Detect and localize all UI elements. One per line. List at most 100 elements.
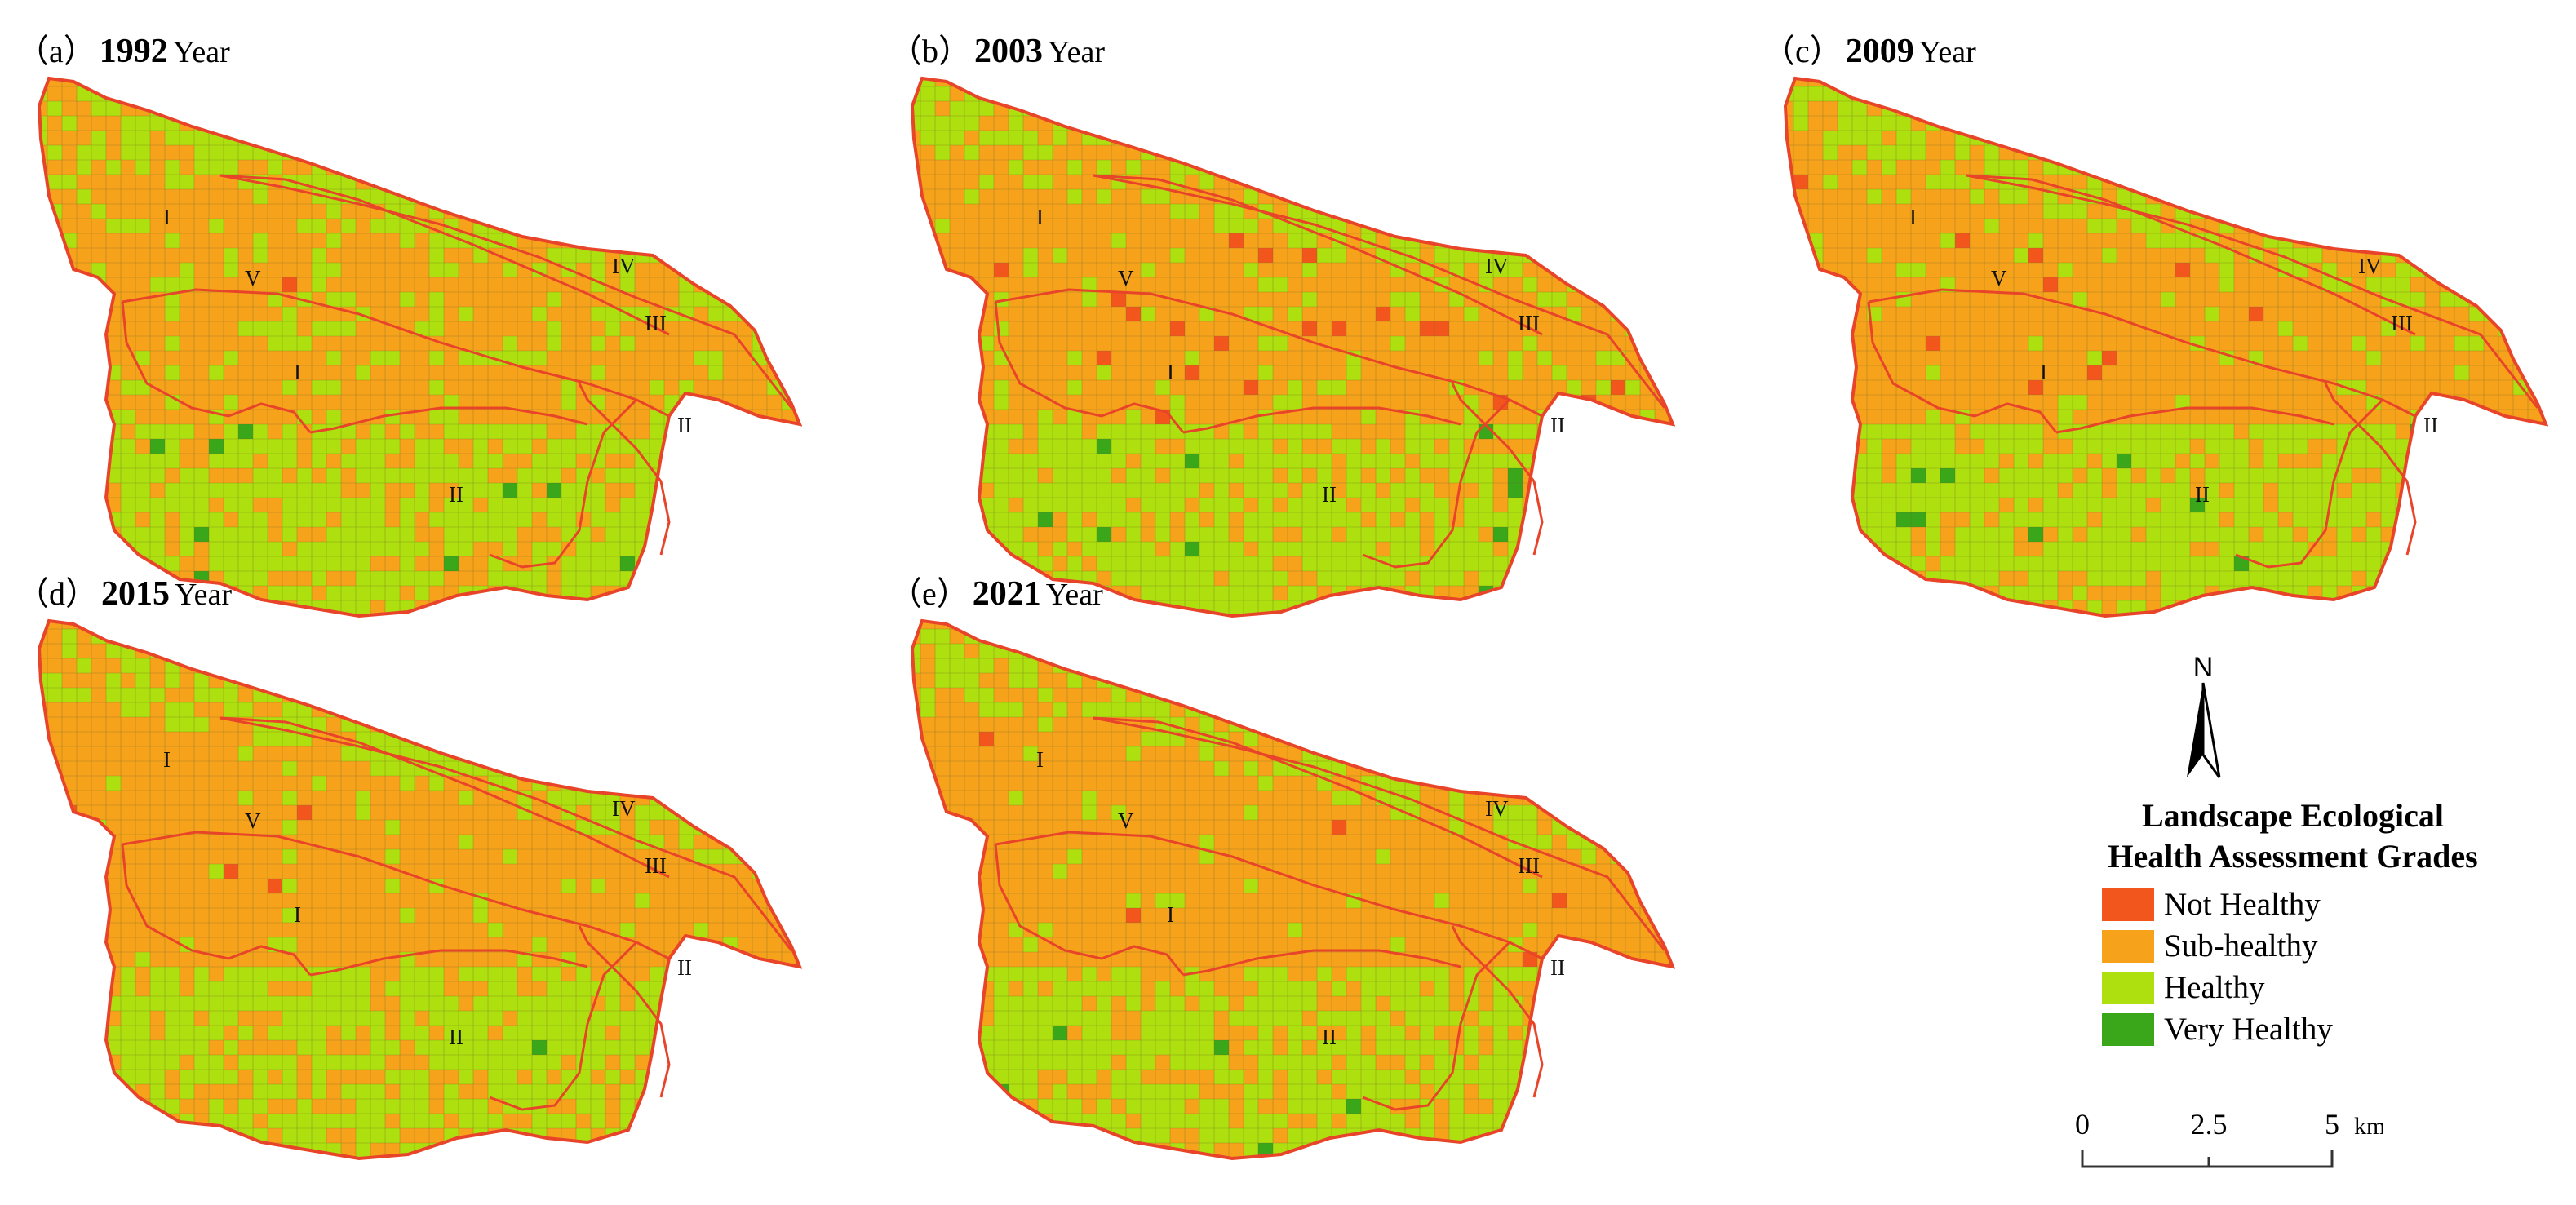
grid-cell: [1970, 542, 1984, 556]
grid-cell: [77, 1011, 91, 1026]
grid-cell: [1317, 571, 1332, 586]
grid-cell: [1838, 424, 1852, 439]
grid-cell: [650, 1158, 664, 1172]
grid-cell: [782, 879, 796, 893]
grid-cell: [1852, 101, 1867, 116]
grid-cell: [253, 1026, 268, 1040]
grid-cell: [2175, 395, 2190, 410]
grid-cell: [39, 468, 47, 483]
grid-cell: [920, 1055, 935, 1070]
grid-cell: [1244, 702, 1258, 717]
grid-cell: [2073, 512, 2087, 527]
grid-cell: [1552, 365, 1567, 380]
grid-cell: [1655, 454, 1669, 468]
grid-cell: [62, 644, 77, 658]
grid-cell: [2190, 556, 2205, 571]
grid-cell: [738, 468, 752, 483]
grid-cell: [1082, 702, 1097, 717]
grid-cell: [708, 1070, 723, 1084]
grid-cell: [1970, 439, 1984, 454]
grid-cell: [473, 454, 488, 468]
grid-cell: [282, 879, 297, 893]
grid-cell: [1244, 263, 1258, 277]
grid-cell: [488, 204, 503, 219]
grid-cell: [224, 468, 238, 483]
grid-cell: [2028, 424, 2043, 439]
grid-cell: [2308, 498, 2322, 512]
grid-cell: [385, 849, 400, 864]
grid-cell: [503, 981, 517, 996]
grid-cell: [723, 1070, 738, 1084]
grid-cell: [1434, 498, 1449, 512]
grid-cell: [935, 424, 950, 439]
grid-cell: [1785, 483, 1793, 498]
grid-cell: [1302, 512, 1317, 527]
grid-cell: [1552, 292, 1567, 307]
grid-cell: [2263, 571, 2278, 586]
grid-cell: [2146, 527, 2161, 542]
grid-cell: [444, 1084, 459, 1099]
grid-cell: [473, 1011, 488, 1026]
grid-cell: [91, 101, 106, 116]
grid-cell: [341, 439, 356, 454]
grid-cell: [1581, 542, 1596, 556]
grid-cell: [694, 1158, 708, 1172]
grid-cell: [1111, 542, 1126, 556]
panel-title: （d）2015 Year: [16, 567, 232, 614]
grid-cell: [106, 1158, 121, 1172]
grid-cell: [1911, 468, 1926, 483]
grid-cell: [679, 454, 694, 468]
grid-cell: [194, 996, 209, 1011]
grid-cell: [547, 512, 561, 527]
grid-cell: [664, 1084, 679, 1099]
grid-cell: [1317, 380, 1332, 395]
grid-cell: [517, 996, 532, 1011]
grid-cell: [576, 820, 591, 835]
grid-cell: [2102, 542, 2117, 556]
grid-cell: [1940, 512, 1955, 527]
grid-cell: [62, 1158, 77, 1172]
grid-cell: [2543, 512, 2546, 527]
grid-cell: [135, 673, 150, 688]
grid-cell: [1097, 160, 1111, 175]
grid-cell: [1552, 439, 1567, 454]
grid-cell: [1449, 439, 1464, 454]
grid-cell: [135, 145, 150, 160]
grid-cell: [964, 321, 979, 336]
grid-cell: [62, 292, 77, 307]
grid-cell: [950, 1026, 964, 1040]
grid-cell: [2484, 600, 2498, 615]
grid-cell: [1053, 981, 1067, 996]
grid-cell: [591, 542, 605, 556]
grid-cell: [1464, 512, 1479, 527]
grid-cell: [994, 1011, 1009, 1026]
grid-cell: [282, 673, 297, 688]
grid-cell: [2146, 468, 2161, 483]
grid-cell: [796, 454, 800, 468]
grid-cell: [385, 101, 400, 116]
grid-cell: [385, 1084, 400, 1099]
grid-cell: [950, 1011, 964, 1026]
grid-cell: [429, 1040, 444, 1055]
grid-cell: [2058, 542, 2073, 556]
grid-cell: [561, 498, 576, 512]
grid-cell: [503, 1055, 517, 1070]
grid-cell: [503, 1040, 517, 1055]
grid-cell: [1141, 454, 1155, 468]
grid-cell: [1523, 981, 1537, 996]
zone-label: III: [645, 853, 667, 878]
grid-cell: [106, 776, 121, 791]
grid-cell: [708, 1026, 723, 1040]
grid-cell: [782, 527, 796, 542]
grid-cell: [385, 1099, 400, 1114]
grid-cell: [150, 1128, 165, 1143]
grid-cell: [444, 732, 459, 746]
grid-cell: [2058, 468, 2073, 483]
grid-cell: [605, 805, 620, 820]
grid-cell: [2278, 57, 2293, 72]
grid-cell: [341, 1128, 356, 1143]
grid-cell: [1625, 996, 1640, 1011]
grid-cell: [1258, 439, 1273, 454]
grid-cell: [1785, 498, 1793, 512]
grid-cell: [1640, 542, 1655, 556]
